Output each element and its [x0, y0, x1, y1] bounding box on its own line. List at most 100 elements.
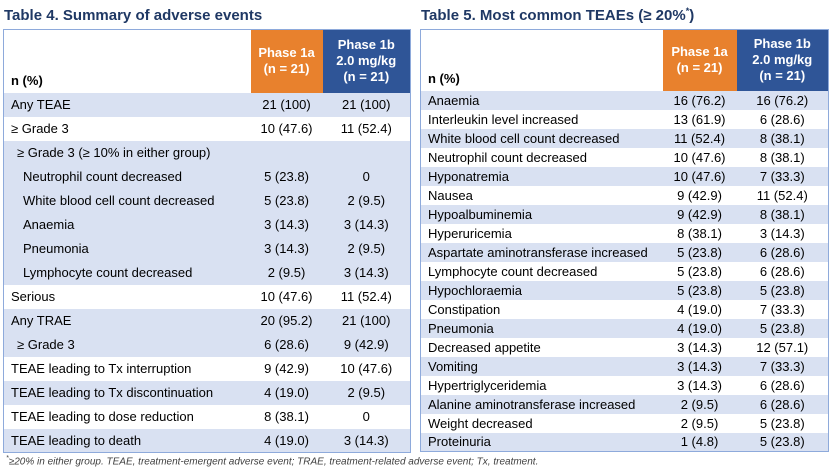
- row-label: Hypertriglyceridemia: [428, 377, 547, 393]
- row-label: Weight decreased: [428, 415, 533, 431]
- table-row: Hyperuricemia 8 (38.1) 3 (14.3): [421, 224, 829, 243]
- value-phase-1b: 5 (23.8): [759, 415, 805, 431]
- table5-header-row: n (%) Phase 1a (n = 21) Phase 1b 2.0 mg/…: [420, 29, 829, 91]
- value-phase-1a: 2 (9.5): [680, 415, 719, 431]
- row-label: Hypochloraemia: [420, 280, 663, 300]
- table5-corner-header: n (%): [420, 29, 663, 91]
- value-phase-1b: 21 (100): [322, 92, 411, 117]
- table-row: ≥ Grade 3 (≥ 10% in either group): [3, 140, 411, 165]
- row-label: Nausea: [428, 187, 473, 203]
- table-row: Hypoalbuminemia 9 (42.9) 8 (38.1): [420, 204, 829, 224]
- row-label: Vomiting: [420, 356, 663, 376]
- phase1b-label: Phase 1b: [753, 36, 811, 52]
- row-label: Neutrophil count decreased: [3, 164, 251, 189]
- value-phase-1a: 9 (42.9): [662, 204, 737, 224]
- table-row: Hypochloraemia 5 (23.8) 5 (23.8): [420, 280, 829, 300]
- row-label: Neutrophil count decreased: [428, 149, 587, 165]
- table-row: Vomiting 3 (14.3) 7 (33.3): [420, 356, 829, 376]
- row-label: TEAE leading to Tx interruption: [11, 361, 192, 376]
- row-label: Hyperuricemia: [428, 225, 512, 241]
- value-phase-1b: 7 (33.3): [736, 166, 829, 186]
- value-phase-1a: 5 (23.8): [677, 263, 722, 279]
- table-row: Interleukin level increased 13 (61.9) 6 (2…: [421, 110, 829, 129]
- table-row: Weight decreased 2 (9.5) 5 (23.8): [421, 414, 829, 433]
- table-row: Lymphocyte count decreased 5 (23.8) 6 (28.…: [421, 262, 829, 281]
- value-phase-1b: 5 (23.8): [736, 318, 829, 338]
- value-phase-1a: 2 (9.5): [250, 260, 323, 285]
- value-phase-1a: 3 (14.3): [677, 339, 722, 355]
- table4-title-text: Table 4. Summary of adverse events: [4, 7, 263, 24]
- value-phase-1b: 6 (28.6): [736, 242, 829, 262]
- phase1b-n: (n = 21): [759, 68, 806, 84]
- value-phase-1a: 10 (47.6): [260, 289, 313, 304]
- value-phase-1a: 5 (23.8): [662, 280, 737, 300]
- value-phase-1b: 21 (100): [322, 308, 411, 333]
- row-label: White blood cell count decreased: [420, 128, 663, 148]
- value-phase-1a: 4 (19.0): [677, 301, 722, 317]
- table5-body: Anaemia 16 (76.2) 16 (76.2) Interleukin lev…: [420, 90, 829, 452]
- row-label: TEAE leading to dose reduction: [11, 409, 194, 424]
- table-row: Alanine aminotransferase increased 2 (9.5…: [420, 394, 829, 414]
- table-row: Neutrophil count decreased 10 (47.6) 8 (38…: [421, 148, 829, 167]
- table5-col-phase1a: Phase 1a (n = 21): [662, 29, 737, 91]
- value-phase-1b: 5 (23.8): [736, 280, 829, 300]
- table4-header: n (%) Phase 1a (n = 21) Phase 1b 2.0 mg/…: [3, 29, 411, 93]
- value-phase-1a: 1 (4.8): [662, 432, 737, 452]
- table-row: Lymphocyte count decreased 2 (9.5) 3 (14.3…: [3, 260, 411, 285]
- row-label: Lymphocyte count decreased: [428, 263, 598, 279]
- table-row: Proteinuria 1 (4.8) 5 (23.8): [420, 432, 829, 452]
- row-label: TEAE leading to death: [3, 428, 251, 453]
- table-4-adverse-events: n (%) Phase 1a (n = 21) Phase 1b 2.0 mg/…: [3, 29, 411, 453]
- value-phase-1a: 3 (14.3): [662, 356, 737, 376]
- table4-title: Table 4. Summary of adverse events: [4, 1, 410, 26]
- row-label: Hypoalbuminemia: [420, 204, 663, 224]
- row-label: Alanine aminotransferase increased: [420, 394, 663, 414]
- value-phase-1a: 4 (19.0): [250, 428, 323, 453]
- table4-body: Any TEAE 21 (100) 21 (100) ≥ Grade 3 10 (47.…: [3, 92, 411, 453]
- value-phase-1b: 11 (52.4): [340, 289, 392, 304]
- value-phase-1b: 3 (14.3): [322, 260, 411, 285]
- table4-header-row: n (%) Phase 1a (n = 21) Phase 1b 2.0 mg/…: [3, 29, 411, 93]
- value-phase-1a: 9 (42.9): [264, 361, 309, 376]
- phase1b-n: (n = 21): [343, 69, 390, 85]
- value-phase-1b: 6 (28.6): [736, 394, 829, 414]
- footnote-text: ≥20% in either group. TEAE, treatment-em…: [8, 456, 539, 468]
- value-phase-1a: 3 (14.3): [250, 212, 323, 237]
- value-phase-1a: 13 (61.9): [673, 111, 726, 127]
- value-phase-1a: 8 (38.1): [677, 225, 722, 241]
- value-phase-1b: 0: [362, 409, 370, 424]
- row-label: ≥ Grade 3: [11, 121, 69, 136]
- row-label: Anaemia: [3, 212, 251, 237]
- row-label: White blood cell count decreased: [3, 188, 251, 213]
- table-row: Pneumonia 3 (14.3) 2 (9.5): [3, 236, 411, 261]
- table4-col-phase1a: Phase 1a (n = 21): [250, 29, 323, 93]
- value-phase-1b: 2 (9.5): [322, 188, 411, 213]
- value-phase-1a: 6 (28.6): [250, 332, 323, 357]
- phase1a-label: Phase 1a: [671, 44, 728, 60]
- row-label: Hyponatremia: [420, 166, 663, 186]
- value-phase-1a: 10 (47.6): [673, 149, 726, 165]
- footnote-asterisk: *: [6, 455, 9, 462]
- phase1b-dose: 2.0 mg/kg: [336, 53, 397, 69]
- value-phase-1b: 8 (38.1): [736, 128, 829, 148]
- row-label: Interleukin level increased: [428, 111, 579, 127]
- row-label: Anaemia: [420, 90, 663, 110]
- value-phase-1b: 5 (23.8): [736, 432, 829, 452]
- row-label: Proteinuria: [420, 432, 663, 452]
- table-row: TEAE leading to death 4 (19.0) 3 (14.3): [3, 428, 411, 453]
- table-row: TEAE leading to Tx discontinuation 4 (19.…: [3, 380, 411, 405]
- phase1a-label: Phase 1a: [258, 45, 315, 61]
- table5-header: n (%) Phase 1a (n = 21) Phase 1b 2.0 mg/…: [420, 29, 829, 91]
- value-phase-1b: 2 (9.5): [322, 236, 411, 261]
- row-label: TEAE leading to Tx discontinuation: [3, 380, 251, 405]
- table-row: TEAE leading to dose reduction 8 (38.1) 0: [4, 405, 411, 429]
- value-phase-1a: 5 (23.8): [250, 188, 323, 213]
- table-row: Hyponatremia 10 (47.6) 7 (33.3): [420, 166, 829, 186]
- table-row: ≥ Grade 3 10 (47.6) 11 (52.4): [4, 117, 411, 141]
- footnote: *≥20% in either group. TEAE, treatment-e…: [6, 452, 538, 468]
- value-phase-1b: 10 (47.6): [340, 361, 393, 376]
- value-phase-1a: 10 (47.6): [260, 121, 313, 136]
- table4-col-phase1b: Phase 1b 2.0 mg/kg (n = 21): [322, 29, 411, 93]
- value-phase-1b: 6 (28.6): [759, 263, 805, 279]
